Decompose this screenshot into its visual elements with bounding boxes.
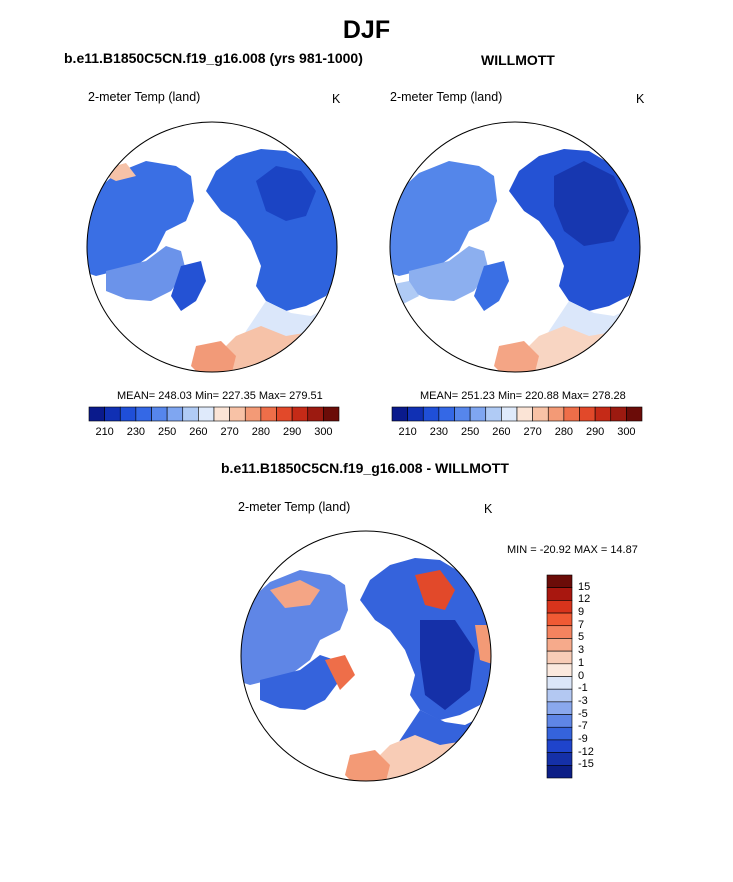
diff-colorbar-box xyxy=(546,600,573,614)
model-colorbar-box xyxy=(88,406,105,422)
diff-colorbar-box xyxy=(546,638,573,652)
obs-colorbar-tick-label: 270 xyxy=(523,426,542,438)
model-colorbar-box xyxy=(151,406,168,422)
obs-stats: MEAN= 251.23 Min= 220.88 Max= 278.28 xyxy=(420,390,626,402)
model-colorbar-box xyxy=(213,406,230,422)
diff-colorbar-box xyxy=(546,714,573,728)
obs-colorbar-box xyxy=(485,406,502,422)
obs-colorbar-box xyxy=(438,406,455,422)
diff-colorbar xyxy=(546,574,573,779)
model-colorbar-tick-label: 230 xyxy=(126,426,146,438)
model-colorbar-tick-label: 260 xyxy=(189,426,208,438)
obs-colorbar-box xyxy=(407,406,424,422)
diff-colorbar-box xyxy=(546,574,573,588)
diff-colorbar-box xyxy=(546,752,573,766)
model-colorbar xyxy=(88,406,340,422)
diff-colorbar-tick-label: -5 xyxy=(578,707,588,720)
obs-panel-title: WILLMOTT xyxy=(481,52,555,68)
diff-colorbar-box xyxy=(546,663,573,677)
obs-colorbar-tick-label: 210 xyxy=(398,426,417,438)
diff-colorbar-tick-label: 15 xyxy=(578,580,591,593)
model-units-label: K xyxy=(332,92,341,106)
obs-colorbar-box xyxy=(391,406,408,422)
diff-stats: MIN = -20.92 MAX = 14.87 xyxy=(507,544,638,556)
diff-colorbar-box xyxy=(546,739,573,753)
model-colorbar-box xyxy=(229,406,246,422)
diff-colorbar-box xyxy=(546,765,573,779)
model-colorbar-box xyxy=(291,406,309,422)
diff-polar-map xyxy=(240,530,492,782)
diff-colorbar-box xyxy=(546,587,573,601)
diff-colorbar-tick-label: 12 xyxy=(578,593,591,606)
obs-colorbar-box xyxy=(563,406,580,422)
diff-colorbar-tick-label: 1 xyxy=(578,656,585,669)
diff-colorbar-tick-label: -1 xyxy=(578,682,588,695)
obs-colorbar-tick-label: 250 xyxy=(460,426,480,438)
model-colorbar-box xyxy=(104,406,121,422)
diff-colorbar-tick-label: -12 xyxy=(578,745,594,758)
diff-colorbar-box xyxy=(546,701,573,715)
diff-colorbar-tick-label: 9 xyxy=(578,606,585,619)
diff-colorbar-tick-label: -3 xyxy=(578,694,588,707)
diff-colorbar-box xyxy=(546,726,573,741)
model-colorbar-box xyxy=(307,406,324,422)
diff-colorbar-tick-label: -9 xyxy=(578,732,588,745)
model-colorbar-box xyxy=(276,406,293,422)
diff-colorbar-box xyxy=(546,688,573,703)
obs-colorbar xyxy=(391,406,643,422)
model-colorbar-box xyxy=(166,406,184,422)
obs-colorbar-tick-label: 230 xyxy=(429,426,449,438)
figure-title: DJF xyxy=(342,16,391,44)
model-colorbar-tick-label: 210 xyxy=(95,426,114,438)
diff-colorbar-tick-label: 7 xyxy=(578,618,585,631)
model-colorbar-tick-label: 290 xyxy=(282,426,302,438)
obs-polar-map xyxy=(389,121,641,373)
diff-colorbar-tick-label: -15 xyxy=(578,758,594,771)
model-colorbar-box xyxy=(135,406,152,422)
obs-colorbar-box xyxy=(422,406,440,422)
diff-colorbar-box xyxy=(546,650,573,665)
model-panel-title: b.e11.B1850C5CN.f19_g16.008 (yrs 981-100… xyxy=(64,50,363,66)
diff-colorbar-tick-label: 0 xyxy=(578,669,585,682)
obs-colorbar-box xyxy=(626,406,643,422)
model-colorbar-tick-label: 270 xyxy=(220,426,239,438)
obs-colorbar-box xyxy=(547,406,565,422)
diff-units-label: K xyxy=(484,502,493,516)
model-colorbar-box xyxy=(260,406,277,422)
model-colorbar-box xyxy=(182,406,199,422)
diff-colorbar-tick-label: -7 xyxy=(578,720,588,733)
obs-colorbar-box xyxy=(579,406,596,422)
obs-colorbar-tick-label: 280 xyxy=(554,426,574,438)
obs-colorbar-box xyxy=(516,406,533,422)
model-colorbar-tick-label: 250 xyxy=(157,426,177,438)
model-colorbar-tick-label: 300 xyxy=(314,426,333,438)
obs-colorbar-box xyxy=(454,406,471,422)
obs-colorbar-box xyxy=(610,406,627,422)
obs-colorbar-tick-label: 260 xyxy=(492,426,511,438)
diff-colorbar-box xyxy=(546,625,573,639)
model-colorbar-box xyxy=(119,406,137,422)
diff-colorbar-box xyxy=(546,612,573,627)
diff-variable-label: 2-meter Temp (land) xyxy=(238,500,351,514)
obs-colorbar-tick-label: 300 xyxy=(617,426,636,438)
obs-colorbar-box xyxy=(469,406,487,422)
obs-colorbar-box xyxy=(594,406,612,422)
model-colorbar-box xyxy=(198,406,215,422)
obs-units-label: K xyxy=(636,92,645,106)
model-polar-map xyxy=(86,121,338,373)
obs-variable-label: 2-meter Temp (land) xyxy=(390,90,503,104)
model-variable-label: 2-meter Temp (land) xyxy=(88,90,201,104)
obs-colorbar-box xyxy=(532,406,549,422)
diff-colorbar-box xyxy=(546,676,573,690)
model-colorbar-box xyxy=(323,406,340,422)
diff-panel-title: b.e11.B1850C5CN.f19_g16.008 - WILLMOTT xyxy=(221,460,509,476)
model-stats: MEAN= 248.03 Min= 227.35 Max= 279.51 xyxy=(117,390,323,402)
obs-colorbar-tick-label: 290 xyxy=(585,426,605,438)
diff-colorbar-tick-label: 3 xyxy=(578,644,585,657)
obs-colorbar-box xyxy=(501,406,518,422)
diff-colorbar-tick-label: 5 xyxy=(578,631,585,644)
model-colorbar-tick-label: 280 xyxy=(251,426,271,438)
model-colorbar-box xyxy=(244,406,262,422)
